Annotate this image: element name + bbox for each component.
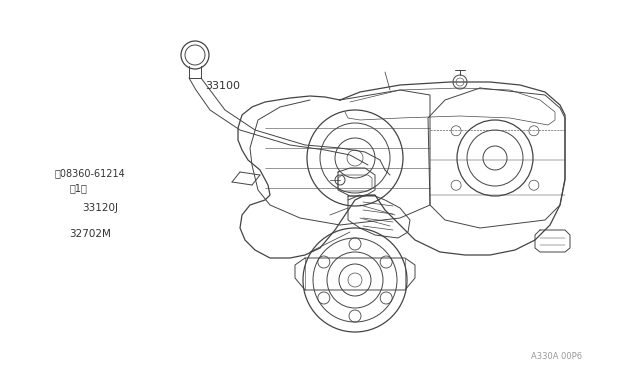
Text: 33100: 33100	[205, 81, 240, 90]
Text: Ⓝ08360-61214: Ⓝ08360-61214	[54, 168, 125, 178]
Text: （1）: （1）	[69, 183, 87, 193]
Text: 33120J: 33120J	[82, 203, 118, 213]
Text: A330A 00P6: A330A 00P6	[531, 352, 582, 361]
Text: 32702M: 32702M	[69, 230, 111, 239]
